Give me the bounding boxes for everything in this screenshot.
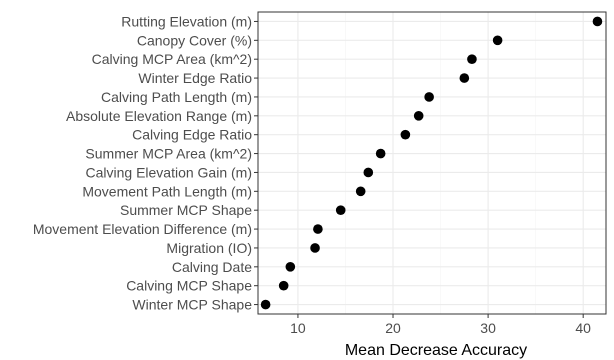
x-tick-label: 30 bbox=[480, 320, 496, 336]
data-point bbox=[260, 299, 271, 310]
data-point bbox=[310, 243, 320, 253]
x-tick-label: 40 bbox=[575, 320, 591, 336]
data-points bbox=[260, 16, 603, 310]
y-tick-label: Calving Elevation Gain (m) bbox=[85, 164, 252, 180]
data-point bbox=[335, 205, 346, 215]
axis-ticks bbox=[254, 20, 584, 318]
y-tick-label: Movement Path Length (m) bbox=[82, 183, 252, 199]
data-point bbox=[400, 129, 411, 140]
x-axis-title: Mean Decrease Accuracy bbox=[345, 342, 527, 359]
grid bbox=[258, 12, 606, 314]
y-tick-label: Winter MCP Shape bbox=[132, 297, 252, 313]
y-tick-label: Movement Elevation Difference (m) bbox=[33, 221, 252, 237]
y-tick-label: Calving Edge Ratio bbox=[132, 127, 252, 143]
data-point bbox=[285, 262, 296, 272]
data-point bbox=[492, 35, 503, 46]
y-tick-label: Winter Edge Ratio bbox=[138, 70, 252, 86]
y-tick-label: Calving Date bbox=[172, 259, 252, 275]
y-tick-label: Migration (IO) bbox=[166, 240, 252, 256]
data-point bbox=[313, 224, 323, 234]
data-point bbox=[363, 167, 374, 178]
data-point bbox=[467, 54, 477, 64]
data-point bbox=[375, 148, 386, 159]
data-point bbox=[424, 92, 434, 102]
x-axis-labels: 10 20 30 40 bbox=[290, 320, 591, 336]
y-axis-labels: Rutting Elevation (m) Canopy Cover (%) Cal… bbox=[33, 13, 252, 312]
data-point bbox=[592, 16, 603, 27]
y-tick-label: Summer MCP Shape bbox=[120, 202, 252, 218]
y-tick-label: Calving Path Length (m) bbox=[101, 89, 252, 105]
data-point bbox=[355, 186, 366, 197]
data-point bbox=[278, 280, 289, 291]
y-tick-label: Rutting Elevation (m) bbox=[121, 13, 252, 29]
x-tick-label: 20 bbox=[385, 320, 401, 336]
panel-border bbox=[257, 11, 607, 315]
y-tick-label: Calving MCP Shape bbox=[126, 278, 252, 294]
y-tick-label: Summer MCP Area (km^2) bbox=[85, 146, 252, 162]
y-tick-label: Canopy Cover (%) bbox=[137, 32, 252, 48]
x-tick-label: 10 bbox=[290, 320, 306, 336]
y-tick-label: Absolute Elevation Range (m) bbox=[66, 108, 252, 124]
data-point bbox=[413, 111, 424, 121]
y-tick-label: Calving MCP Area (km^2) bbox=[92, 51, 252, 67]
data-point bbox=[459, 73, 470, 83]
